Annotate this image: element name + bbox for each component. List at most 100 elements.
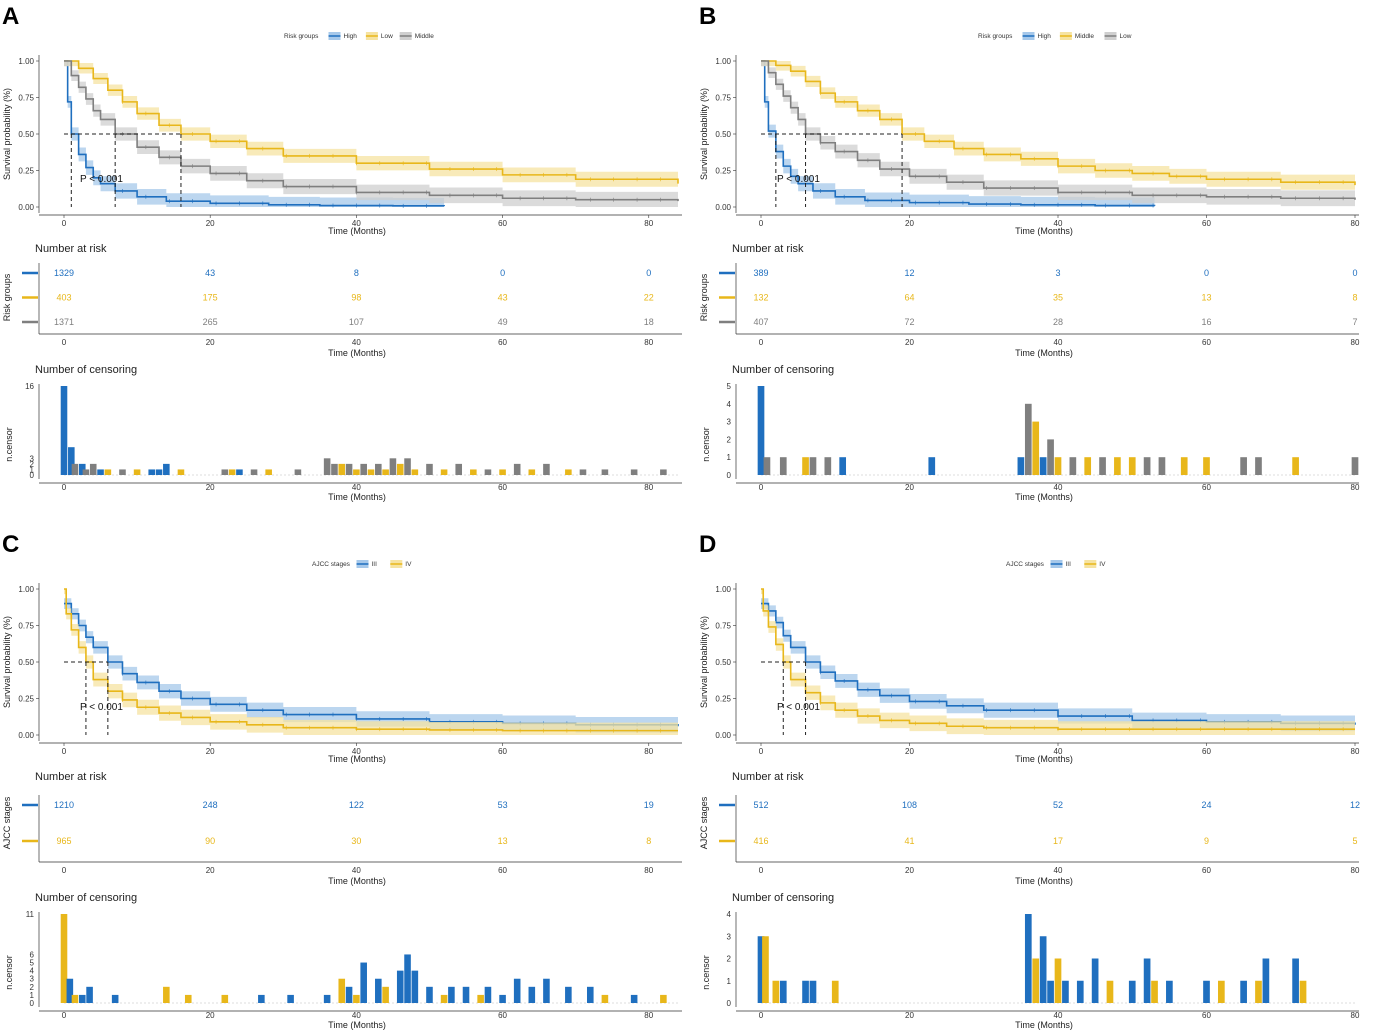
censor-bar-blue <box>565 986 572 1003</box>
censor-bar-yellow <box>1180 457 1188 475</box>
censor-bar-blue <box>586 986 594 1003</box>
censor-bar-blue <box>1024 914 1032 1003</box>
censor-bar-yellow <box>440 994 448 1003</box>
panel-b: B Risk groups High Middle Low Survival probab… <box>699 3 1360 502</box>
survival-curve-iii <box>64 602 679 727</box>
censor-bar-yellow <box>1128 457 1136 475</box>
risk-count: 52 <box>1053 800 1063 810</box>
risk-x-tick-label: 60 <box>498 338 507 347</box>
y-axis-title: Survival probability (%) <box>699 88 709 180</box>
censor-bar-gray <box>1255 457 1262 475</box>
censor-bar-gray <box>404 458 411 475</box>
censor-y-tick-label: 1 <box>30 465 35 474</box>
censor-bar-blue <box>287 994 294 1003</box>
censor-bar-gray <box>601 469 609 475</box>
y-tick-label: 0.00 <box>18 203 34 212</box>
censor-bar-blue <box>78 463 86 475</box>
censor-bar-gray <box>1351 457 1359 475</box>
risk-count: 90 <box>205 836 215 846</box>
censor-bar-blue <box>1047 980 1054 1003</box>
censor-bar-yellow <box>440 469 448 475</box>
censor-bar-gray <box>323 458 331 475</box>
x-tick-label: 60 <box>498 747 507 756</box>
censor-bar-yellow <box>104 469 112 475</box>
censor-bar-gray <box>221 469 229 475</box>
censor-bar-gray <box>1240 457 1247 475</box>
risk-count: 3 <box>1055 268 1060 278</box>
censor-bar-yellow <box>1084 457 1092 475</box>
risk-count: 43 <box>205 268 215 278</box>
y-tick-label: 1.00 <box>18 57 34 66</box>
censor-bar-blue <box>630 994 638 1003</box>
survival-curve-high <box>761 60 1156 207</box>
censor-bar-blue <box>155 469 163 475</box>
censor-bar-gray <box>1069 457 1077 475</box>
risk-count: 8 <box>1352 293 1357 303</box>
legend: Risk groups High Low Middle <box>284 32 434 40</box>
censor-y-tick-label: 3 <box>30 975 35 984</box>
censor-bar-gray <box>1158 457 1166 475</box>
legend-key-high: High <box>328 32 357 40</box>
legend-label: Middle <box>1075 33 1095 40</box>
x-axis-title: Time (Months) <box>1015 754 1073 764</box>
legend-label: III <box>372 561 378 568</box>
panel-a: A Risk groups High Low Middle Survival probab… <box>2 3 682 502</box>
censor-bar-yellow <box>470 469 477 475</box>
censor-bar-blue <box>411 970 419 1003</box>
risk-table-ylabel: AJCC stages <box>699 796 709 849</box>
censor-ylabel: n.censor <box>701 955 711 990</box>
y-tick-label: 1.00 <box>715 585 731 594</box>
censor-bar-gray <box>779 457 787 475</box>
risk-count: 122 <box>349 800 364 810</box>
censor-bar-blue <box>1240 980 1247 1003</box>
y-tick-label: 1.00 <box>715 57 731 66</box>
confidence-band-iii <box>64 598 678 735</box>
censor-x-tick-label: 20 <box>206 483 215 492</box>
censor-title: Number of censoring <box>35 892 137 904</box>
risk-count: 49 <box>498 317 508 327</box>
risk-table-title: Number at risk <box>732 771 804 783</box>
censor-ylabel: n.censor <box>4 427 14 462</box>
censor-y-tick-label: 4 <box>727 400 732 409</box>
censor-y-tick-label: 11 <box>26 910 35 919</box>
x-tick-label: 20 <box>206 219 215 228</box>
panel-letter: C <box>2 531 19 558</box>
legend-key-iv: IV <box>390 560 412 568</box>
censor-x-axis-title: Time (Months) <box>1015 1020 1073 1030</box>
risk-x-tick-label: 40 <box>352 866 361 875</box>
y-tick-label: 0.00 <box>715 731 731 740</box>
censor-bar-blue <box>1091 958 1099 1003</box>
legend-title: Risk groups <box>284 33 319 40</box>
censor-y-tick-label: 2 <box>727 435 732 444</box>
confidence-band-low <box>64 61 678 192</box>
x-tick-label: 20 <box>206 747 215 756</box>
censor-bar-blue <box>1039 457 1047 475</box>
censor-x-tick-label: 0 <box>62 1011 67 1020</box>
censor-bar-yellow <box>177 469 185 475</box>
censor-bar-gray <box>89 463 97 475</box>
risk-count: 132 <box>753 293 768 303</box>
censor-bar-yellow <box>396 463 404 475</box>
risk-table-ylabel: AJCC stages <box>2 796 12 849</box>
y-tick-label: 0.50 <box>18 658 34 667</box>
legend-label: Low <box>381 33 393 40</box>
panel-d: D AJCC stages III IV Survival probability (%… <box>699 531 1360 1030</box>
censor-bar-blue <box>1076 980 1084 1003</box>
risk-x-tick-label: 0 <box>759 338 764 347</box>
legend-label: III <box>1066 561 1072 568</box>
censor-y-tick-label: 2 <box>727 955 732 964</box>
censor-bar-yellow <box>1106 980 1114 1003</box>
censor-x-tick-label: 60 <box>498 1011 507 1020</box>
legend-label: IV <box>1099 561 1106 568</box>
risk-x-tick-label: 20 <box>905 866 914 875</box>
censor-bar-gray <box>1099 457 1106 475</box>
legend: AJCC stages III IV <box>1006 560 1106 568</box>
censor-bar-blue <box>499 994 506 1003</box>
y-tick-label: 0.25 <box>18 695 34 704</box>
risk-x-tick-label: 80 <box>1351 338 1360 347</box>
legend-key-iv: IV <box>1084 560 1106 568</box>
x-axis-title: Time (Months) <box>1015 226 1073 236</box>
censor-bar-blue <box>484 986 492 1003</box>
legend-key-low: Low <box>365 32 393 40</box>
p-value: P < 0.001 <box>777 702 820 713</box>
